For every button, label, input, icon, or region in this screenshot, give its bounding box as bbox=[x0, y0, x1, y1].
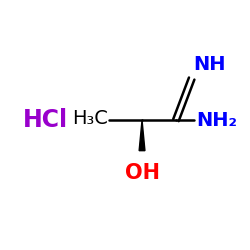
Text: OH: OH bbox=[124, 163, 160, 183]
Text: NH: NH bbox=[193, 55, 226, 74]
Text: H₃C: H₃C bbox=[72, 110, 108, 128]
Polygon shape bbox=[139, 120, 145, 151]
Text: NH₂: NH₂ bbox=[196, 110, 237, 130]
Text: HCl: HCl bbox=[22, 108, 68, 132]
